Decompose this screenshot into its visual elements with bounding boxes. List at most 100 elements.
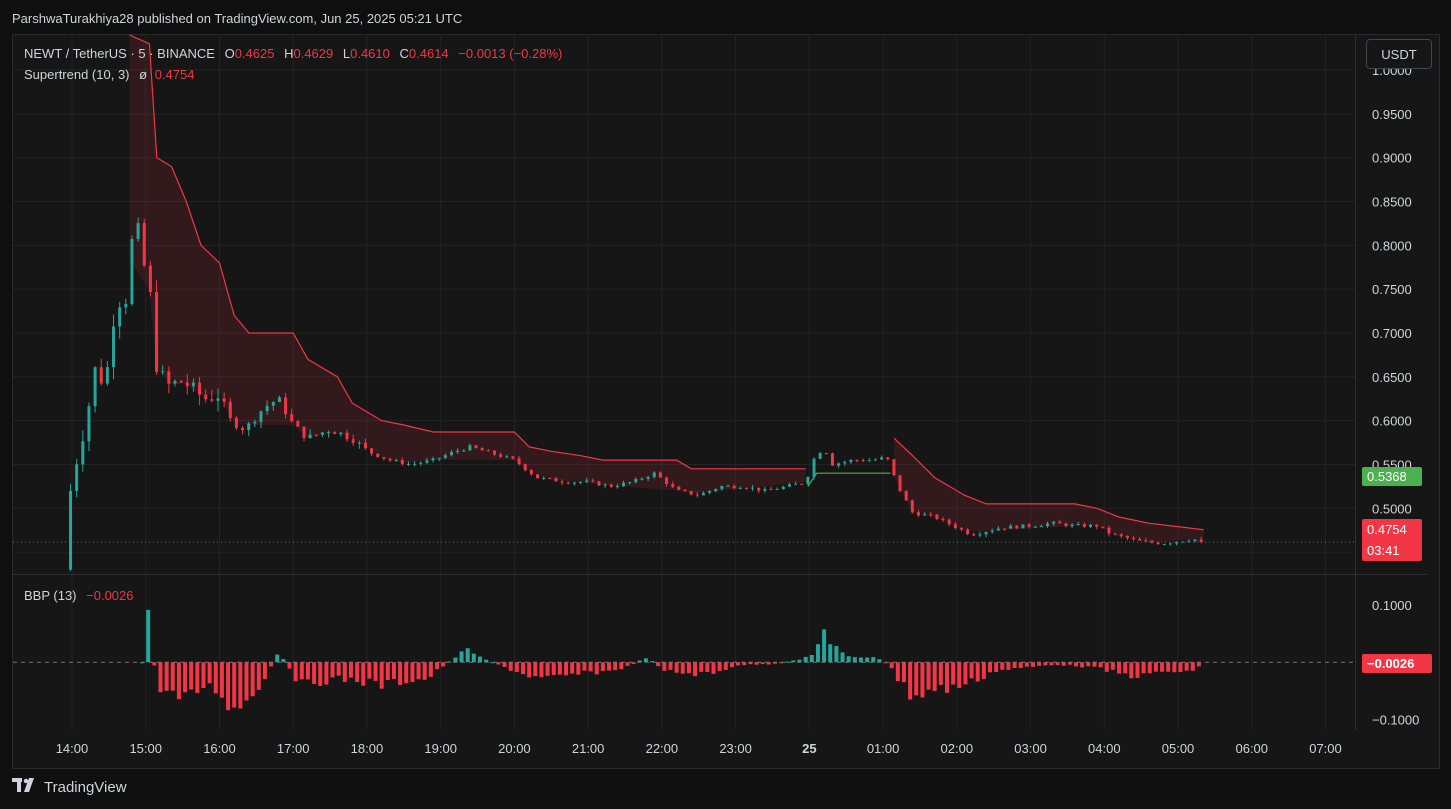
bbp-bar-positive xyxy=(477,656,482,663)
green-price-tag: 0.5368 xyxy=(1362,466,1422,486)
symbol-name[interactable]: NEWT / TetherUS · 5 · BINANCE xyxy=(24,46,215,61)
candle-down xyxy=(744,488,748,490)
bbp-bar-negative xyxy=(1061,662,1066,666)
candle-up xyxy=(394,460,398,462)
bbp-bar-negative xyxy=(441,662,446,667)
candle-down xyxy=(1107,527,1111,534)
candle-up xyxy=(763,488,767,491)
candle-down xyxy=(830,453,834,466)
candle-up xyxy=(738,488,742,490)
eye-slash-icon[interactable]: ø xyxy=(139,67,148,82)
bbp-bar-negative xyxy=(963,662,968,685)
bbp-bar-negative xyxy=(1190,662,1195,671)
time-axis-label: 22:00 xyxy=(646,741,679,756)
candle-down xyxy=(1125,536,1129,539)
candle-down xyxy=(966,529,970,535)
candle-up xyxy=(787,484,791,487)
candle-up xyxy=(327,432,331,434)
bbp-bar-negative xyxy=(330,662,335,678)
bbp-bar-negative xyxy=(1012,662,1017,669)
close-label: C xyxy=(399,46,409,61)
candle-down xyxy=(363,442,367,449)
candle-down xyxy=(597,481,601,486)
candle-down xyxy=(1199,539,1203,543)
candle-down xyxy=(566,482,570,484)
candle-up xyxy=(449,451,453,456)
bbp-bar-negative xyxy=(1123,662,1128,674)
candle-down xyxy=(554,478,558,482)
candle-down xyxy=(155,291,159,372)
candle-up xyxy=(112,326,116,368)
candle-down xyxy=(1144,540,1148,542)
bbp-bar-positive xyxy=(815,644,820,663)
open-label: O xyxy=(224,46,235,61)
bbp-bar-negative xyxy=(957,662,962,688)
bbp-bar-negative xyxy=(195,662,200,693)
candle-down xyxy=(185,382,189,387)
bbp-value: −0.0026 xyxy=(86,588,134,603)
candle-up xyxy=(419,462,423,464)
candle-up xyxy=(87,406,91,442)
candle-up xyxy=(339,432,343,435)
candle-up xyxy=(1193,539,1197,541)
candle-down xyxy=(370,448,374,454)
time-axis-label: 04:00 xyxy=(1088,741,1121,756)
bbp-bar-negative xyxy=(379,662,384,689)
candle-up xyxy=(1052,521,1056,524)
bbp-bar-positive xyxy=(858,657,863,663)
candle-up xyxy=(837,463,841,466)
bbp-bar-negative xyxy=(908,662,913,700)
supertrend-legend: Supertrend (10, 3) ø 0.4754 xyxy=(24,67,196,82)
candle-down xyxy=(1119,534,1123,537)
close-value: 0.4614 xyxy=(408,46,449,61)
currency-button[interactable]: USDT xyxy=(1366,39,1432,69)
candle-down xyxy=(388,458,392,461)
bbp-bar-negative xyxy=(570,662,575,674)
bbp-bar-positive xyxy=(281,659,286,663)
bbp-bar-negative xyxy=(926,662,931,690)
candle-down xyxy=(941,519,945,521)
candle-up xyxy=(253,421,257,424)
bbp-bar-negative xyxy=(1141,662,1146,674)
bbp-bar-negative xyxy=(1184,662,1189,671)
candle-up xyxy=(714,489,718,491)
bbp-bar-negative xyxy=(674,662,679,673)
bbp-bar-negative xyxy=(1037,662,1042,666)
candle-down xyxy=(800,483,804,485)
candle-down xyxy=(486,450,490,452)
bbp-bar-negative xyxy=(766,662,771,665)
bbp-bar-negative xyxy=(1049,662,1054,666)
bbp-label[interactable]: BBP (13) xyxy=(24,588,77,603)
bbp-bar-negative xyxy=(1166,662,1171,672)
candle-up xyxy=(978,534,982,536)
bbp-bar-negative xyxy=(416,662,421,680)
candle-up xyxy=(118,307,122,327)
candle-down xyxy=(1058,521,1062,524)
candle-up xyxy=(462,450,466,452)
candle-up xyxy=(615,486,619,488)
price-axis-label: 0.9000 xyxy=(1372,151,1412,166)
bbp-bar-negative xyxy=(152,662,157,666)
bbp-bar-negative xyxy=(318,662,323,686)
bbp-bar-negative xyxy=(920,662,925,698)
candle-down xyxy=(1027,524,1031,527)
bbp-bar-negative xyxy=(521,662,526,675)
bbp-bar-negative xyxy=(705,662,710,672)
bbp-bar-positive xyxy=(797,659,802,663)
candle-up xyxy=(216,398,220,401)
chart-frame[interactable] xyxy=(12,34,1440,769)
bbp-bar-negative xyxy=(564,662,569,676)
candle-down xyxy=(492,450,496,455)
candle-down xyxy=(1003,528,1007,530)
bbp-bar-negative xyxy=(1196,662,1201,667)
candle-up xyxy=(1009,525,1013,529)
footer-brand[interactable]: TradingView xyxy=(12,778,127,796)
candle-down xyxy=(892,459,896,476)
candle-up xyxy=(505,456,509,458)
candle-down xyxy=(204,394,208,400)
candle-up xyxy=(646,477,650,479)
supertrend-label[interactable]: Supertrend (10, 3) xyxy=(24,67,130,82)
candle-up xyxy=(1033,526,1037,528)
bbp-bar-negative xyxy=(588,662,593,672)
